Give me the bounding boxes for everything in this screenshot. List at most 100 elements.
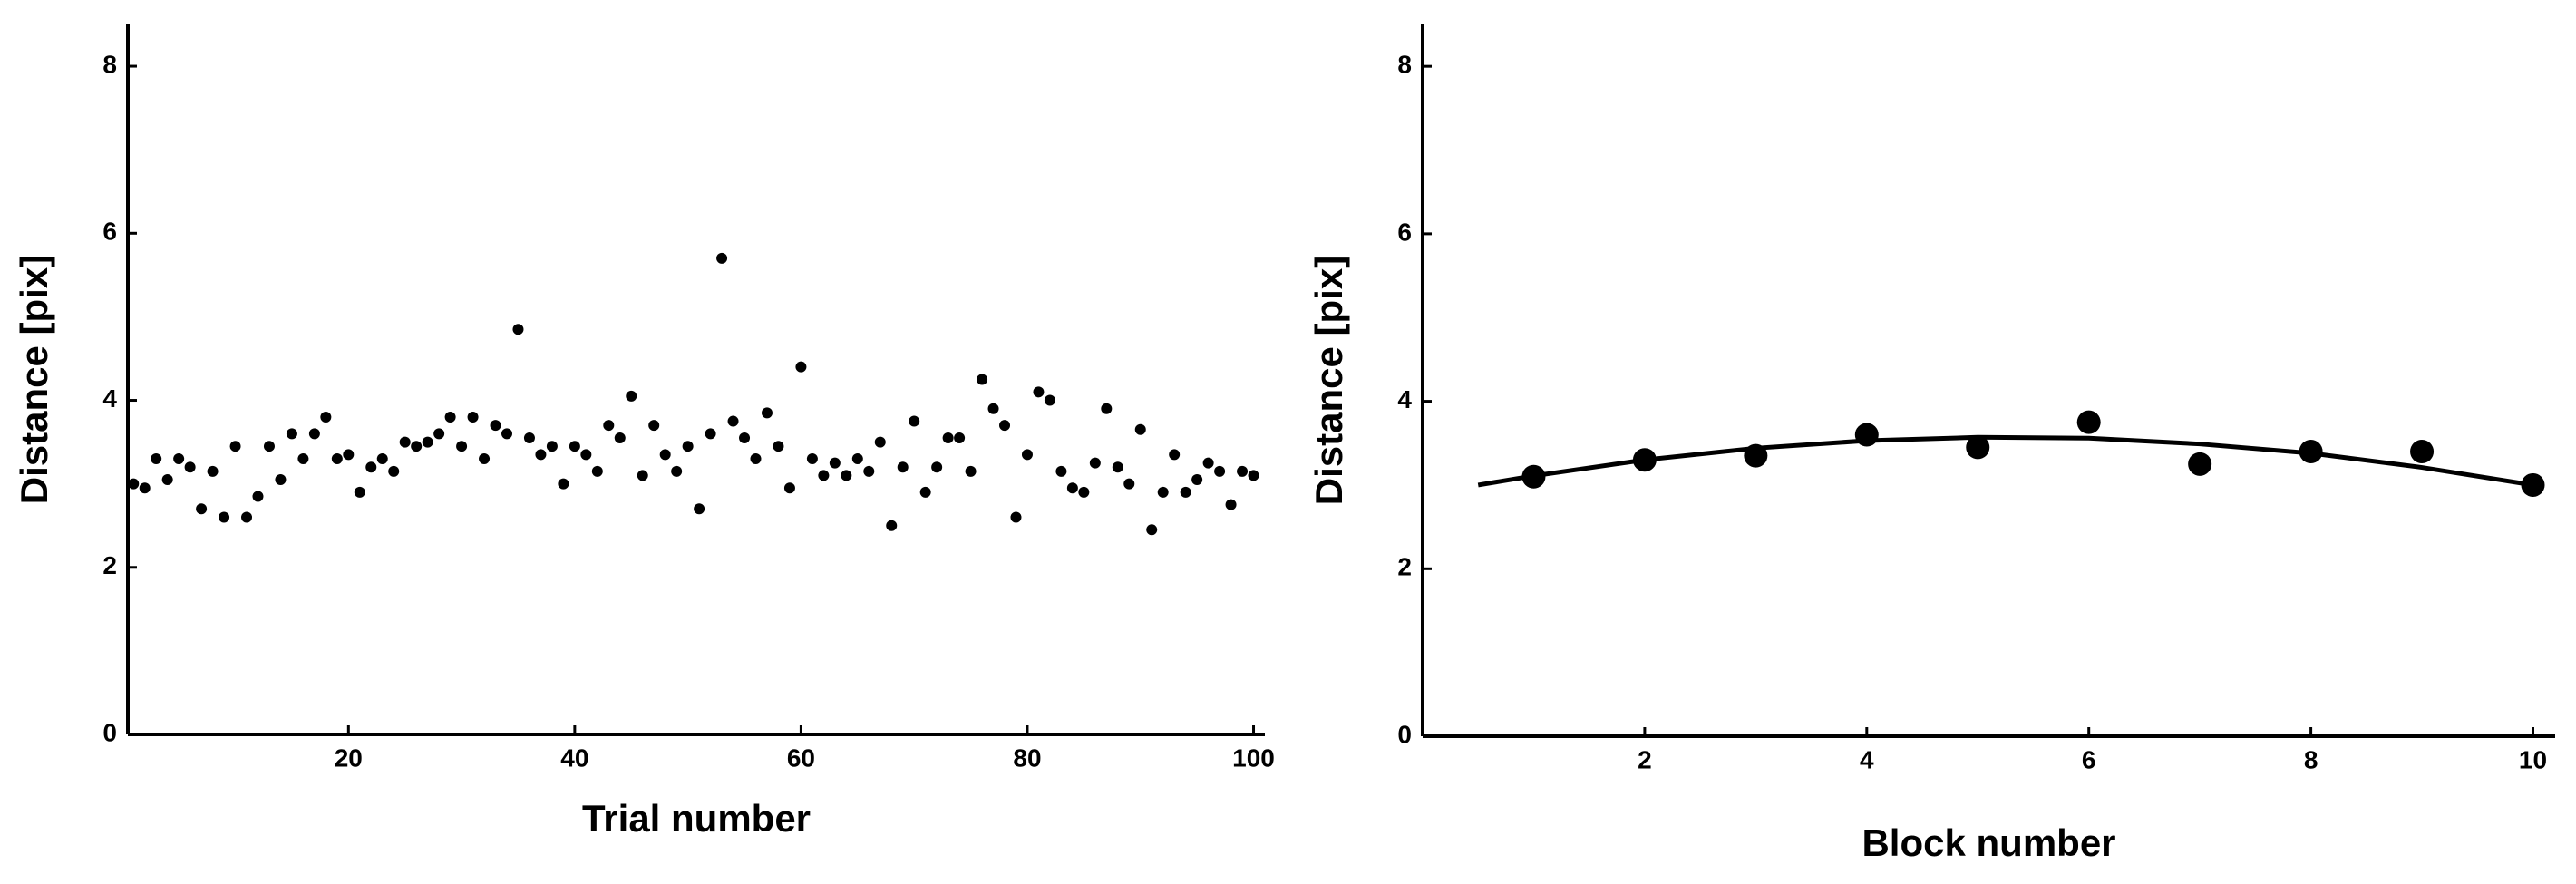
y-axis-title: Distance [pix] [13,255,55,504]
point [365,461,377,473]
point [1021,449,1033,461]
point [1202,457,1214,469]
point [727,415,739,427]
point [851,453,863,465]
x-tick-label: 8 [2304,745,2318,773]
point [2188,452,2212,476]
point [331,453,343,465]
point [343,449,355,461]
point [128,478,140,490]
x-tick-label: 80 [1013,743,1041,772]
point [490,420,501,432]
point [2410,440,2435,463]
point [761,407,773,419]
point [219,511,230,523]
y-tick-label: 6 [102,218,117,246]
point [977,374,988,385]
x-tick-label: 2 [1638,745,1652,773]
point [1055,465,1067,477]
point [1123,478,1135,490]
x-axis-title: Block number [1862,821,2115,864]
point [1191,474,1203,486]
point [682,441,694,452]
point [954,432,966,443]
point [422,436,433,448]
point [909,415,920,427]
point [411,441,423,452]
point [286,428,297,440]
y-tick-label: 0 [102,718,117,746]
point [705,428,716,440]
point [795,361,807,373]
point [999,420,1011,432]
point [1237,465,1249,477]
point [671,465,683,477]
point [591,465,603,477]
point [1066,482,1078,494]
point [263,441,275,452]
point [1966,435,1990,460]
point [535,449,547,461]
point [626,390,637,402]
point [456,441,468,452]
point [886,520,898,531]
point [750,453,762,465]
x-tick-label: 60 [787,743,815,772]
x-tick-label: 100 [1232,743,1275,772]
point [1112,461,1123,473]
point [512,324,524,335]
point [184,461,196,473]
point [874,436,886,448]
point [569,441,580,452]
point [863,465,875,477]
point [987,403,999,414]
point [308,428,320,440]
point [931,461,943,473]
point [739,432,751,443]
point [942,432,954,443]
point [1101,403,1113,414]
y-tick-label: 4 [1397,385,1412,413]
point [229,441,241,452]
point [139,482,151,494]
point [648,420,660,432]
point [399,436,411,448]
point [637,470,648,481]
y-tick-label: 2 [1397,553,1412,581]
point [433,428,445,440]
point [1225,499,1237,510]
point [354,486,365,498]
point [659,449,671,461]
x-axis-title: Trial number [582,797,811,840]
point [297,453,309,465]
point [376,453,388,465]
y-tick-label: 0 [1397,720,1412,748]
point [1044,394,1055,406]
point [1033,386,1045,398]
y-tick-label: 8 [102,50,117,78]
point [1180,486,1191,498]
point [275,474,287,486]
point [546,441,558,452]
x-tick-label: 4 [1860,745,1874,773]
point [783,482,795,494]
point [444,411,456,423]
point [1089,457,1101,469]
point [207,465,219,477]
point [1134,423,1146,435]
x-tick-label: 10 [2519,745,2547,773]
point [965,465,977,477]
point [1214,465,1226,477]
y-tick-label: 8 [1397,51,1412,79]
point [196,503,208,515]
point [241,511,253,523]
point [1169,449,1181,461]
point [694,503,705,515]
fit-line [1477,434,2533,488]
point [1010,511,1022,523]
point [829,457,841,469]
point [716,252,728,264]
point [1146,524,1158,536]
point [580,449,592,461]
